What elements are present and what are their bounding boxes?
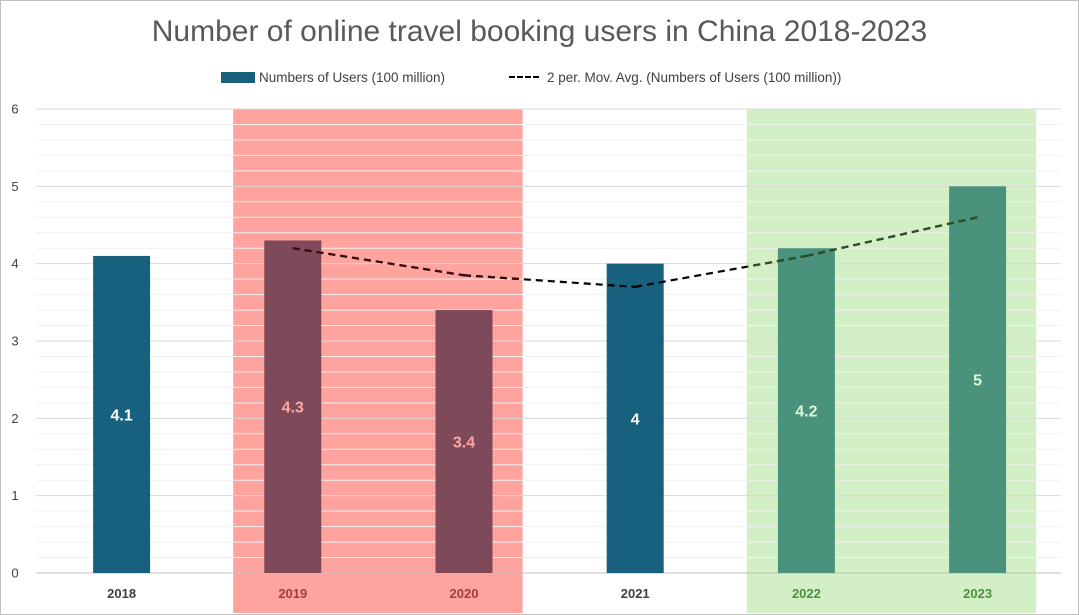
legend-bar-swatch: [221, 71, 255, 83]
trendline-band-overlay: [746, 216, 978, 268]
y-tick-label: 3: [11, 334, 18, 349]
bar-2019: [264, 240, 322, 573]
y-tick-label: 1: [11, 488, 18, 503]
legend-line-swatch: [509, 76, 539, 78]
trendline-segment-band: [746, 254, 807, 268]
x-tick-label-2019: 2019: [278, 586, 307, 601]
bar-2023: [949, 186, 1007, 574]
x-tick-label-2022: 2022: [792, 586, 821, 601]
y-axis: 0 1 2 3 4 5 6: [11, 102, 18, 581]
bar-2018: [93, 255, 151, 573]
data-label-2021: 4: [631, 411, 640, 428]
gridlines: [36, 108, 1061, 574]
trendline-segment-band: [292, 247, 465, 277]
x-tick-label-2023: 2023: [963, 586, 992, 601]
legend-item-trendline: 2 per. Mov. Avg. (Numbers of Users (100 …: [509, 67, 841, 87]
trendline-segment-band: [463, 274, 523, 281]
data-label-2020: 3.4: [453, 435, 475, 452]
x-tick-label-2021: 2021: [621, 586, 650, 601]
trendline-band-overlay: [292, 247, 523, 281]
bar-series: [93, 186, 1007, 574]
data-label-2018: 4.1: [110, 407, 132, 424]
y-tick-label: 2: [11, 411, 18, 426]
y-tick-label: 4: [11, 256, 18, 271]
data-label-2019: 4.3: [282, 400, 304, 417]
trendline-group: [292, 216, 978, 288]
data-label-2022: 4.2: [795, 404, 817, 421]
bar-2020: [435, 310, 493, 573]
y-tick-label: 0: [11, 566, 18, 581]
chart-title: Number of online travel booking users in…: [151, 15, 928, 48]
bar-2022: [777, 248, 835, 573]
legend: Numbers of Users (100 million) 2 per. Mo…: [1, 67, 1078, 87]
y-tick-label: 5: [11, 179, 18, 194]
data-label-2023: 5: [973, 373, 982, 390]
bar-2021: [606, 263, 664, 573]
legend-label-trendline: 2 per. Mov. Avg. (Numbers of Users (100 …: [547, 69, 842, 85]
y-tick-label: 6: [11, 102, 18, 117]
x-tick-label-2018: 2018: [107, 586, 136, 601]
data-labels: 4.1 4.3 3.4 4 4.2 5: [110, 373, 982, 452]
x-axis: 2018 2019 2020 2021 2022 2023: [107, 586, 992, 601]
trendline-segment-band: [806, 216, 978, 258]
legend-item-bars: Numbers of Users (100 million): [221, 67, 445, 87]
x-tick-label-2020: 2020: [450, 586, 479, 601]
legend-label-bars: Numbers of Users (100 million): [259, 69, 446, 85]
